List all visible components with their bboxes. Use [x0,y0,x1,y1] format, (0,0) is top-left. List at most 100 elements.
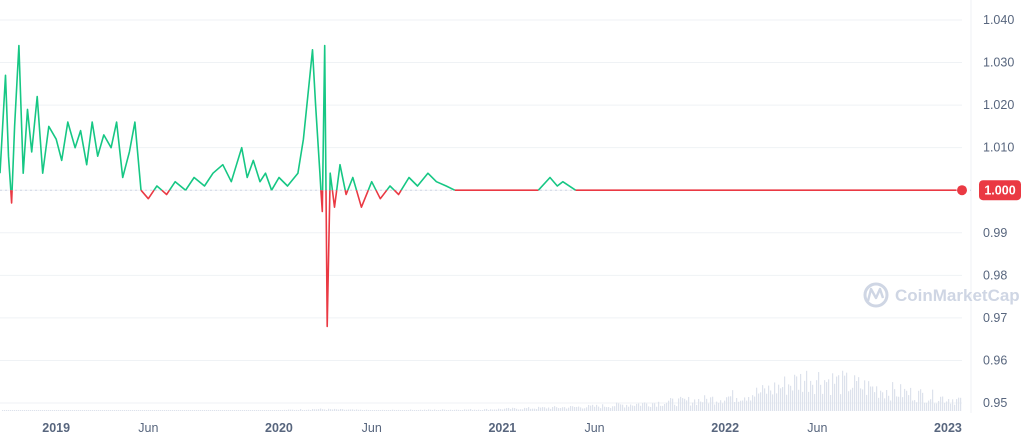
volume-bar [960,397,962,411]
volume-bar [774,382,776,411]
volume-bar [908,395,910,411]
volume-bar [374,410,376,411]
volume-bar [328,408,330,411]
volume-bar [788,384,790,411]
volume-bar [568,407,570,411]
volume-bar [524,407,526,411]
volume-bar [472,410,474,411]
volume-bar [106,410,108,411]
x-tick-label: 2023 [934,421,962,435]
volume-bar [718,402,720,411]
volume-bar [654,403,656,411]
volume-bar [356,409,358,411]
x-tick-label: 2020 [265,421,293,435]
volume-bar [98,410,100,411]
volume-bar [404,410,406,411]
volume-bar [802,391,804,411]
volume-bar [320,408,322,411]
y-tick-label: 0.97 [983,311,1007,325]
volume-bar [208,410,210,411]
series-segment-above [184,146,273,191]
volume-bar [296,409,298,411]
volume-bar [2,410,4,411]
volume-bar [460,410,462,411]
volume-bar [434,409,436,411]
volume-bar [714,404,716,411]
volume-bar [124,410,126,411]
volume-bar [90,410,92,411]
volume-bar [156,410,158,411]
y-tick-label: 1.010 [983,141,1014,155]
volume-bar [244,410,246,411]
price-series[interactable] [0,44,957,328]
series-segment-above [168,180,187,191]
volume-bar [180,410,182,411]
volume-bar [946,401,948,411]
volume-bar [306,409,308,411]
volume-bar [302,410,304,411]
volume-bar [594,406,596,411]
volume-bar [292,409,294,411]
volume-bar [932,389,934,411]
x-tick-label: Jun [362,421,382,435]
volume-bar [878,397,880,411]
volume-bar [526,408,528,411]
volume-bar [634,405,636,411]
volume-bar [600,408,602,411]
volume-bar [646,403,648,411]
volume-bar [590,405,592,411]
coinmarketcap-watermark: CoinMarketCap [863,282,1020,308]
volume-bar [898,396,900,411]
volume-bar [690,405,692,411]
volume-bar [548,407,550,411]
volume-bar [716,401,718,411]
volume-bar [200,410,202,411]
volume-bar [216,410,218,411]
volume-bar [578,406,580,411]
volume-bar [812,384,814,411]
volume-bar [490,409,492,411]
volume-bar [824,380,826,411]
volume-bar [566,408,568,411]
volume-bar [96,410,98,411]
volume-bar [448,410,450,411]
volume-bar [194,410,196,411]
volume-bar [238,410,240,411]
volume-bar [538,406,540,411]
volume-bar [892,382,894,411]
volume-bar [160,410,162,411]
volume-bar [540,407,542,411]
volume-bar [876,386,878,411]
volume-bar [466,409,468,411]
volume-bar [28,410,30,411]
volume-bar [390,410,392,411]
grid-lines [0,0,972,413]
volume-bar [4,410,6,411]
volume-bar [18,410,20,411]
volume-bar [442,409,444,411]
volume-bar [814,394,816,411]
volume-bar [614,406,616,411]
volume-bar [334,408,336,411]
volume-bar [322,409,324,411]
volume-bar [910,387,912,411]
volume-bar [740,400,742,411]
volume-bar [636,403,638,411]
volume-bar [214,410,216,411]
volume-bar [678,398,680,411]
volume-bar [710,397,712,411]
volume-bar [330,409,332,411]
volume-bar [30,410,32,411]
volume-bar [118,410,120,411]
volume-bar [492,409,494,411]
volume-bar [666,402,668,411]
volume-bar [88,410,90,411]
volume-bar [196,410,198,411]
volume-bar [676,406,678,411]
volume-bar [128,410,130,411]
volume-bar [870,386,872,411]
volume-bar [642,403,644,411]
volume-bar [134,410,136,411]
volume-bar [146,410,148,411]
